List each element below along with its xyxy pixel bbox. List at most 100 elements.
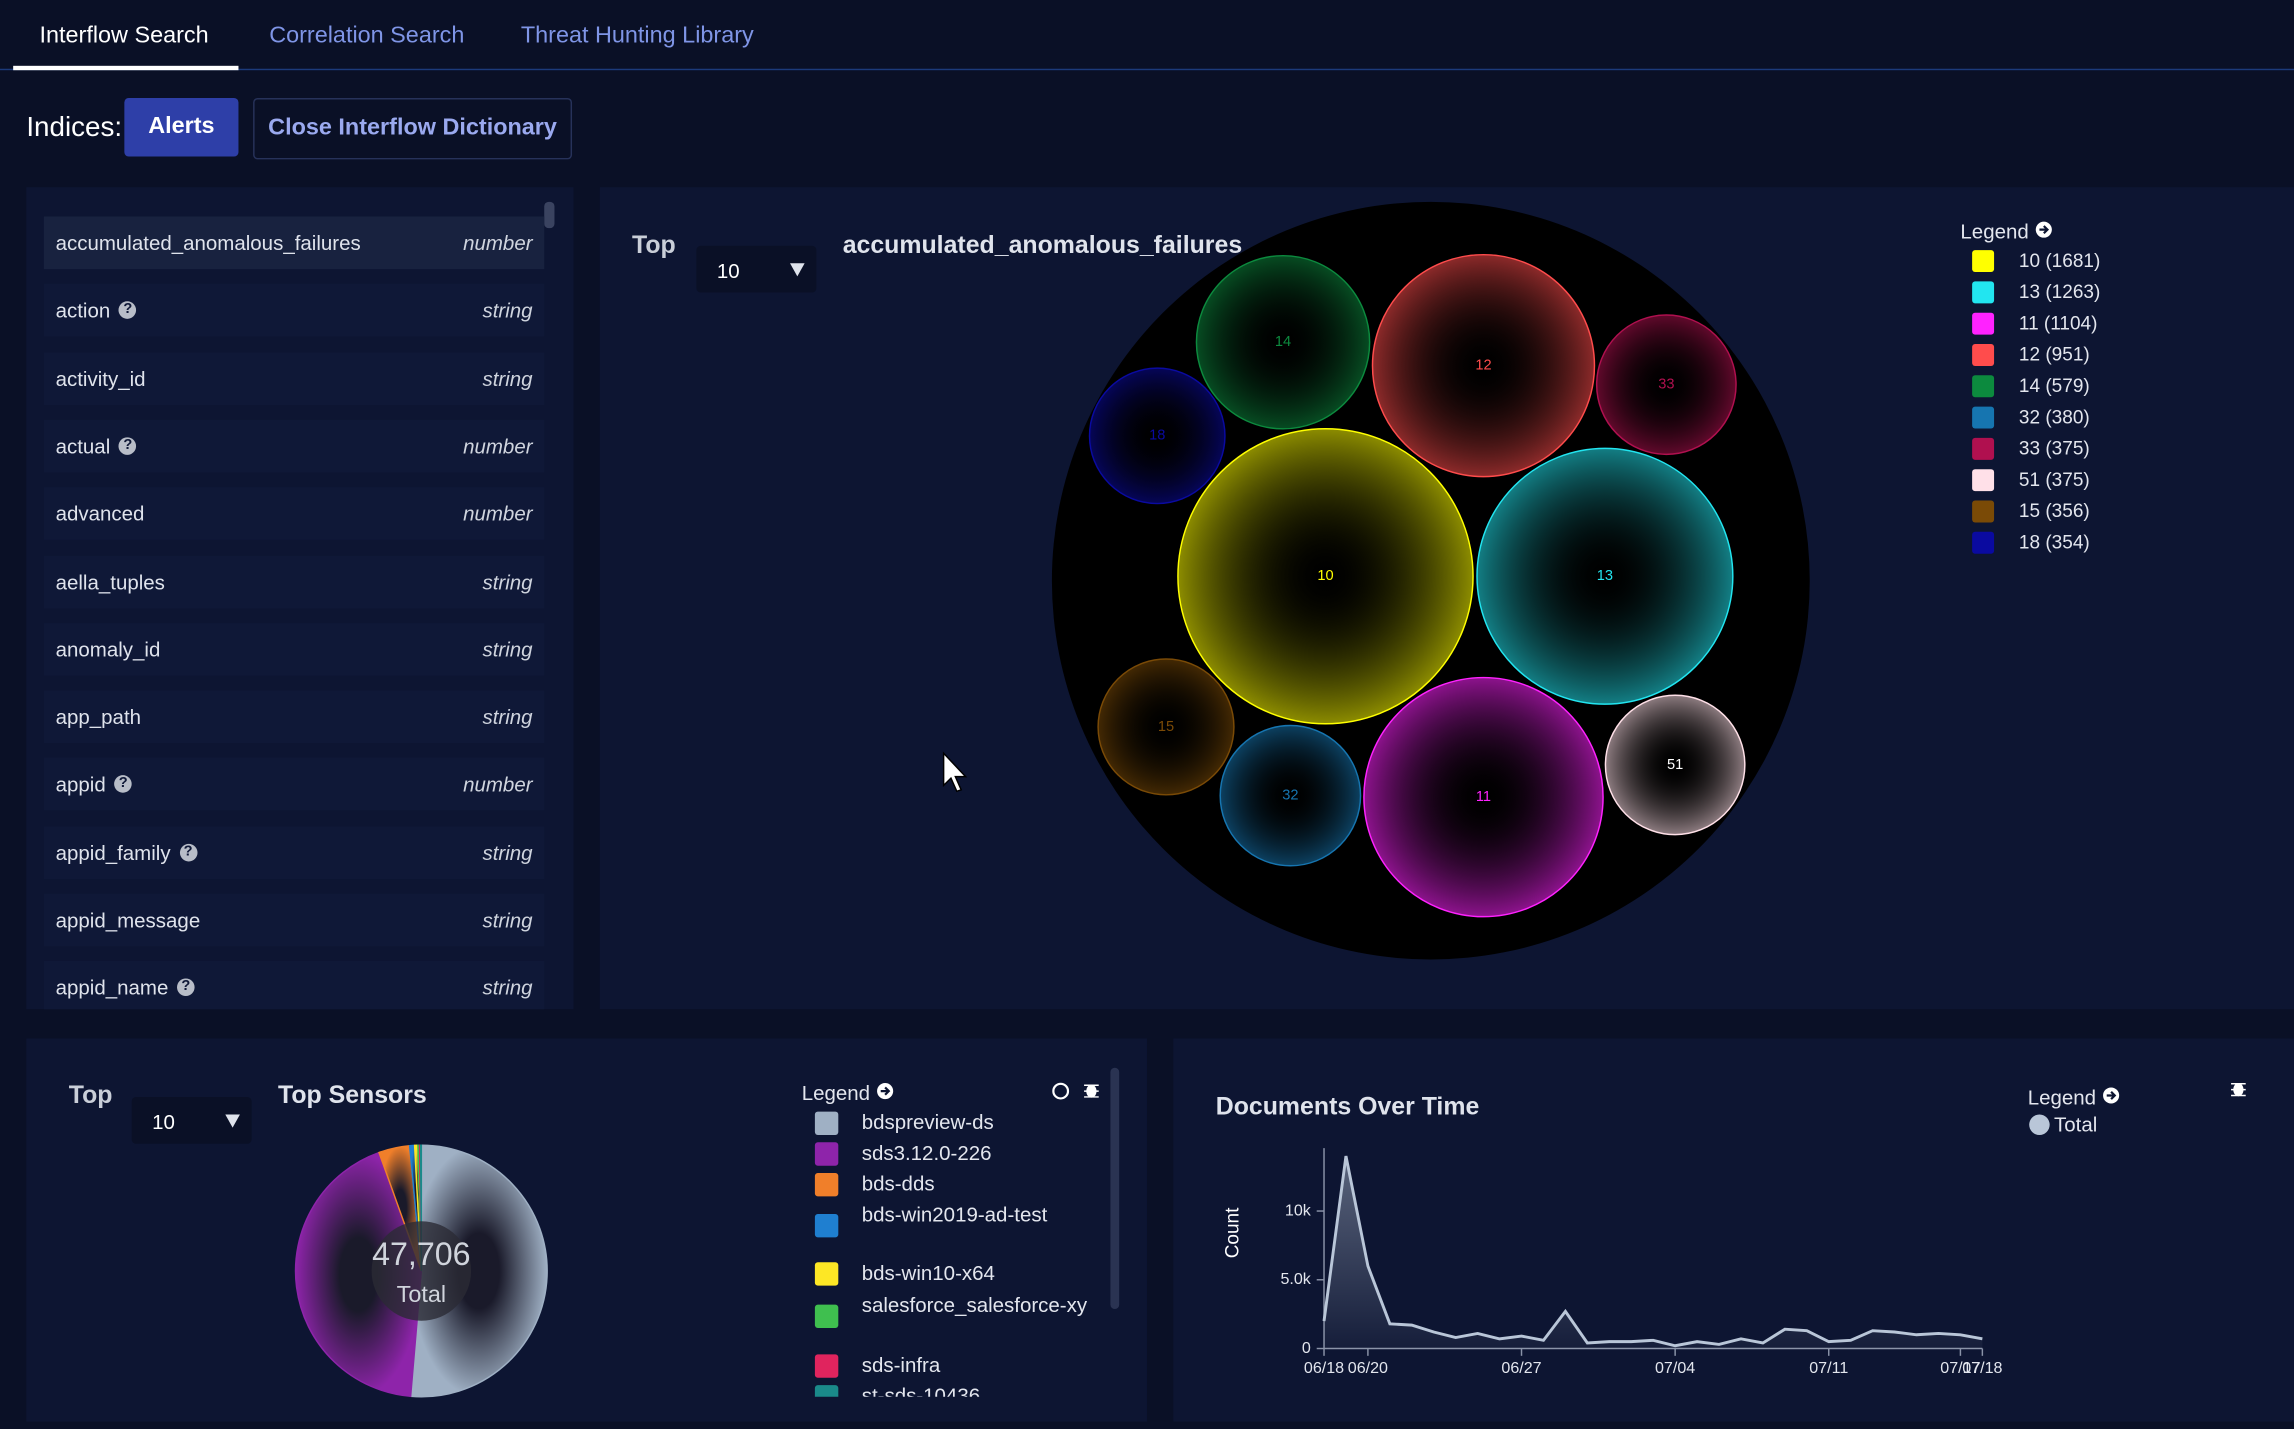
legend-item[interactable]: bds-dds xyxy=(814,1172,1108,1203)
help-icon[interactable]: ? xyxy=(114,775,133,794)
y-tick-label: 10k xyxy=(1285,1201,1312,1219)
field-row[interactable]: anomaly_id string xyxy=(43,622,545,676)
legend-item[interactable]: bds-win10-x64 xyxy=(814,1261,1108,1293)
bubble xyxy=(1604,694,1746,836)
bubble xyxy=(1097,658,1235,796)
legend-arrow[interactable] xyxy=(877,1083,894,1100)
pie-legend: bdspreview-ds sds3.12.0-226 bds-dds bds-win… xyxy=(802,1107,1109,1397)
legend-swatch xyxy=(1972,437,1995,460)
x-tick-label: 07/04 xyxy=(1655,1359,1695,1377)
legend-item[interactable]: sds-infra xyxy=(814,1352,1108,1384)
chart-title: accumulated_anomalous_failures xyxy=(842,231,1243,259)
scrollbar[interactable] xyxy=(544,201,555,229)
legend-swatch xyxy=(814,1385,839,1397)
bubble xyxy=(1177,428,1474,725)
debug-icon[interactable] xyxy=(2231,1083,2246,1097)
legend-swatch xyxy=(1972,250,1995,273)
top-label: Top xyxy=(68,1080,113,1109)
bubble-label: 15 xyxy=(1158,719,1174,735)
legend-item[interactable]: bds-win2019-ad-test xyxy=(814,1202,1108,1261)
x-tick-label: 07/18 xyxy=(1962,1359,2002,1377)
legend-label: st-sds-10436 xyxy=(861,1383,981,1397)
legend-label: 10 (1681) xyxy=(2019,251,2100,272)
legend-swatch xyxy=(1972,375,1995,398)
legend-title: Legend xyxy=(801,1080,871,1105)
dictionary-button[interactable]: Close Interflow Dictionary xyxy=(253,97,573,160)
legend-item[interactable]: salesforce_salesforce-xy xyxy=(814,1293,1108,1353)
help-icon[interactable]: ? xyxy=(177,978,195,997)
help-icon[interactable]: ? xyxy=(119,437,137,455)
field-row[interactable]: appid_message string xyxy=(43,893,545,947)
scrollbar[interactable] xyxy=(1110,1067,1120,1310)
field-row[interactable]: appid? number xyxy=(43,758,545,811)
legend-label: Total xyxy=(2054,1114,2097,1137)
legend-label: sds-infra xyxy=(861,1352,941,1377)
field-name: aella_tuples xyxy=(55,569,165,594)
bubble xyxy=(1595,314,1737,456)
field-type: string xyxy=(482,569,533,594)
field-row[interactable]: accumulated_anomalous_failures number xyxy=(43,216,545,270)
field-row[interactable]: aella_tuples string xyxy=(43,555,545,608)
bubble-label: 18 xyxy=(1149,428,1165,444)
field-row[interactable]: app_path string xyxy=(43,690,545,744)
legend-arrow[interactable] xyxy=(2103,1087,2120,1104)
alerts-button[interactable]: Alerts xyxy=(124,97,239,157)
bubble-label: 11 xyxy=(1476,789,1491,805)
bubble xyxy=(1476,447,1734,705)
legend-swatch xyxy=(814,1213,839,1238)
legend-label: 13 (1263) xyxy=(2019,282,2100,303)
top-value: 10 xyxy=(716,258,740,283)
bubble-label: 51 xyxy=(1667,757,1683,773)
total-caption: Total xyxy=(397,1281,446,1307)
field-row[interactable]: activity_id string xyxy=(43,351,545,405)
tab[interactable]: Threat Hunting Library xyxy=(520,23,754,49)
legend-swatch xyxy=(814,1142,839,1166)
tab[interactable]: Interflow Search xyxy=(39,23,209,49)
legend-item[interactable]: sds3.12.0-226 xyxy=(814,1140,1108,1172)
tab[interactable]: Correlation Search xyxy=(269,23,465,49)
field-type: string xyxy=(482,908,533,932)
area xyxy=(1324,1156,1983,1349)
legend-arrow[interactable] xyxy=(2035,221,2052,238)
field-row[interactable]: appid_name? string xyxy=(43,961,545,1010)
legend-title: Legend xyxy=(1960,219,2029,243)
field-row[interactable]: appid_family? string xyxy=(43,825,545,879)
legend-label: bds-win2019-ad-test xyxy=(861,1202,1048,1226)
legend-swatch xyxy=(814,1111,839,1135)
legend-swatch xyxy=(1972,312,1995,335)
field-row[interactable]: actual? number xyxy=(43,419,545,473)
field-name: advanced xyxy=(55,501,145,526)
mouse-cursor xyxy=(942,751,968,793)
field-type: string xyxy=(482,975,533,1000)
legend-item[interactable]: st-sds-10436 xyxy=(814,1383,1108,1397)
legend-label: 12 (951) xyxy=(2019,345,2090,366)
tab-bar-border xyxy=(0,68,2294,71)
legend-label: sds3.12.0-226 xyxy=(861,1140,992,1165)
legend-swatch xyxy=(814,1304,839,1329)
field-name: action xyxy=(55,298,111,323)
x-tick-label: 07/17 xyxy=(1940,1359,1980,1377)
field-type: number xyxy=(463,772,533,797)
legend-label: 14 (579) xyxy=(2019,376,2090,397)
legend-item[interactable]: bdspreview-ds xyxy=(814,1110,1108,1141)
field-name: activity_id xyxy=(55,366,146,390)
field-row[interactable]: advanced number xyxy=(43,487,545,540)
legend-label: 32 (380) xyxy=(2019,407,2090,428)
help-icon[interactable]: ? xyxy=(119,301,137,320)
field-row[interactable]: action? string xyxy=(43,284,545,337)
field-type: string xyxy=(482,637,533,661)
top-dropdown[interactable]: 10 xyxy=(131,1096,252,1144)
pie-center xyxy=(371,1221,472,1321)
top-value: 10 xyxy=(152,1110,175,1134)
debug-icon[interactable] xyxy=(1084,1084,1099,1098)
bubble-label: 13 xyxy=(1597,568,1613,584)
top-dropdown[interactable]: 10 xyxy=(696,245,817,293)
legend-swatch xyxy=(1972,500,1995,523)
help-icon[interactable]: ? xyxy=(179,843,197,862)
bubble-label: 10 xyxy=(1317,568,1333,584)
active-tab-underline xyxy=(13,65,239,71)
toggle-icon[interactable] xyxy=(1052,1082,1070,1100)
